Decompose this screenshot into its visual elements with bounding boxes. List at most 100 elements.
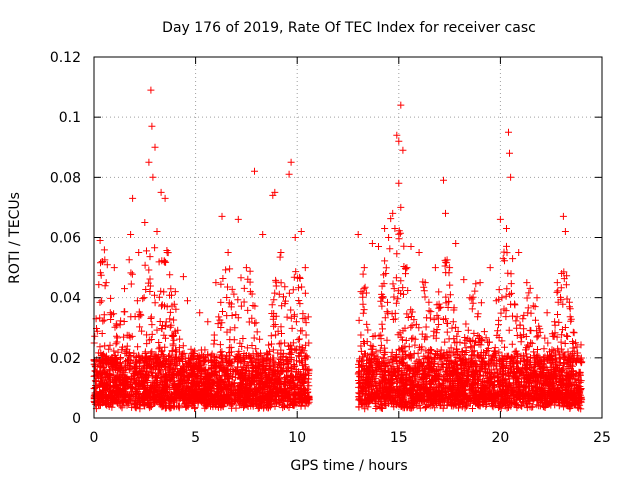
- data-point: [505, 326, 513, 334]
- data-point: [135, 313, 143, 321]
- data-point: [160, 257, 168, 265]
- data-point: [287, 306, 295, 314]
- data-point: [503, 404, 511, 412]
- data-point: [277, 323, 285, 331]
- data-point: [132, 369, 140, 377]
- data-point: [408, 404, 416, 412]
- data-point: [217, 280, 225, 288]
- data-point: [240, 284, 248, 292]
- data-point: [562, 281, 570, 289]
- data-point: [416, 387, 424, 395]
- data-point: [531, 303, 539, 311]
- data-point: [508, 289, 515, 297]
- data-point: [577, 341, 585, 349]
- data-point: [202, 384, 210, 392]
- data-point: [387, 215, 395, 223]
- data-point: [509, 386, 517, 394]
- data-point: [281, 403, 288, 410]
- data-point: [162, 334, 169, 342]
- data-point: [571, 393, 579, 401]
- data-point: [536, 402, 544, 410]
- data-point: [305, 382, 313, 390]
- data-point: [166, 323, 174, 331]
- data-point: [529, 302, 537, 310]
- data-point: [194, 399, 202, 407]
- data-point: [377, 341, 385, 349]
- data-point: [389, 316, 397, 323]
- data-point: [513, 313, 521, 321]
- data-point: [96, 314, 104, 322]
- data-point: [121, 308, 129, 316]
- data-point: [357, 331, 365, 339]
- data-point: [516, 331, 524, 339]
- data-point: [381, 314, 389, 322]
- data-point: [373, 360, 381, 368]
- data-point: [386, 245, 394, 253]
- data-point: [223, 294, 231, 301]
- data-point: [420, 287, 428, 295]
- data-point: [474, 352, 482, 360]
- data-point: [502, 292, 510, 300]
- data-point: [560, 275, 568, 283]
- data-point: [420, 352, 428, 360]
- data-point: [282, 356, 290, 364]
- data-point: [472, 280, 480, 288]
- data-point: [138, 327, 146, 335]
- data-point: [407, 313, 415, 320]
- data-point: [446, 378, 454, 386]
- data-point: [202, 370, 210, 378]
- data-point: [253, 328, 261, 336]
- data-point: [383, 336, 391, 344]
- data-point: [157, 389, 165, 397]
- data-point: [166, 315, 174, 323]
- data-point: [394, 287, 402, 295]
- data-point: [162, 372, 170, 380]
- data-point: [197, 346, 205, 354]
- data-point: [382, 264, 390, 272]
- data-point: [497, 309, 505, 317]
- data-point: [113, 384, 121, 392]
- data-point: [97, 352, 105, 360]
- data-point: [252, 319, 260, 327]
- data-point: [487, 370, 495, 378]
- data-point: [551, 329, 559, 337]
- data-point: [246, 288, 254, 296]
- data-point: [464, 326, 472, 334]
- data-point: [251, 302, 259, 310]
- data-point: [238, 380, 246, 388]
- data-point: [365, 395, 373, 402]
- data-point: [378, 302, 386, 310]
- data-point: [554, 386, 562, 394]
- data-point: [507, 280, 515, 288]
- data-point: [160, 402, 168, 409]
- data-point: [560, 268, 568, 276]
- data-point: [469, 366, 477, 374]
- data-point: [378, 404, 386, 412]
- data-point: [292, 346, 300, 354]
- data-point: [210, 340, 218, 348]
- data-point: [385, 375, 392, 383]
- data-point: [126, 384, 134, 392]
- data-point: [444, 320, 452, 327]
- data-point: [297, 401, 305, 409]
- data-point: [216, 383, 224, 391]
- data-point: [554, 287, 562, 295]
- data-point: [113, 322, 121, 330]
- data-point: [379, 354, 387, 362]
- data-point: [374, 353, 382, 361]
- data-point: [468, 295, 476, 303]
- data-point: [376, 346, 384, 354]
- data-point: [135, 351, 143, 359]
- data-point: [541, 334, 549, 342]
- data-point: [418, 330, 426, 338]
- data-point: [555, 318, 563, 326]
- data-point: [416, 376, 424, 384]
- data-point: [143, 247, 150, 255]
- data-point: [371, 363, 379, 371]
- data-point: [473, 384, 481, 391]
- data-point: [506, 291, 514, 299]
- data-point: [420, 283, 428, 291]
- data-point: [158, 325, 166, 332]
- data-point: [159, 351, 167, 359]
- data-point: [242, 367, 250, 375]
